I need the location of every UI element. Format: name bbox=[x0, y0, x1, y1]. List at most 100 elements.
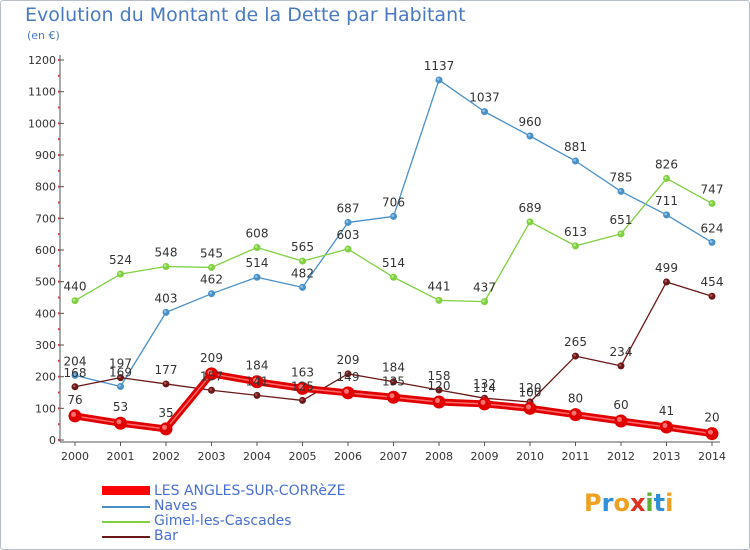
data-label: 265 bbox=[564, 335, 587, 349]
data-point-highlight bbox=[573, 353, 576, 357]
y-tick-label: 600 bbox=[35, 244, 56, 257]
data-label: 881 bbox=[564, 140, 587, 154]
data-label: 1137 bbox=[424, 59, 455, 73]
y-tick-label: 0 bbox=[49, 434, 56, 447]
data-point-highlight bbox=[436, 77, 440, 81]
data-label: 603 bbox=[337, 228, 360, 242]
logo-letter: P bbox=[584, 489, 602, 517]
y-axis-minor-tick bbox=[58, 217, 60, 220]
legend-label-bar: Bar bbox=[154, 528, 178, 544]
data-label: 689 bbox=[519, 201, 542, 215]
data-point-highlight bbox=[163, 381, 167, 385]
x-tick-label: 2007 bbox=[380, 450, 408, 463]
data-label: 624 bbox=[701, 221, 724, 235]
x-tick-label: 2003 bbox=[198, 450, 226, 463]
y-axis-minor-tick bbox=[58, 185, 60, 188]
x-tick-label: 2005 bbox=[289, 450, 317, 463]
data-label: 234 bbox=[610, 345, 633, 359]
y-tick-label: 1200 bbox=[28, 54, 56, 67]
data-point-highlight bbox=[345, 220, 349, 223]
y-axis-minor-tick bbox=[58, 312, 60, 315]
data-label: 1037 bbox=[469, 91, 500, 105]
x-tick-label: 2011 bbox=[562, 450, 590, 463]
chart-subtitle: (en €) bbox=[27, 29, 60, 42]
y-tick-label: 500 bbox=[35, 276, 56, 289]
data-point-highlight bbox=[118, 384, 121, 387]
legend-swatch-bar bbox=[102, 536, 150, 538]
data-label: 197 bbox=[109, 357, 132, 371]
data-label: 60 bbox=[613, 398, 628, 412]
data-label: 514 bbox=[382, 256, 405, 270]
data-point-highlight bbox=[436, 387, 440, 391]
data-point-highlight bbox=[254, 393, 258, 396]
data-point-highlight bbox=[664, 279, 667, 283]
y-tick-label: 800 bbox=[35, 181, 56, 194]
y-axis-minor-tick bbox=[58, 122, 60, 125]
data-point-highlight bbox=[709, 240, 713, 243]
data-point-highlight bbox=[300, 398, 304, 401]
logo-letter: i bbox=[645, 489, 654, 517]
data-label: 565 bbox=[291, 240, 314, 254]
legend-swatch-les-angles bbox=[102, 486, 150, 495]
data-point-highlight bbox=[527, 133, 531, 137]
data-label: 168 bbox=[64, 366, 87, 380]
data-point-highlight bbox=[573, 158, 576, 162]
y-axis-minor-tick bbox=[58, 328, 60, 331]
series-line-1 bbox=[74, 79, 713, 388]
data-label: 545 bbox=[200, 246, 223, 260]
data-label: 687 bbox=[337, 201, 360, 215]
logo-letter: x bbox=[629, 489, 646, 517]
y-tick-label: 200 bbox=[35, 371, 56, 384]
data-label: 135 bbox=[382, 374, 405, 388]
data-label: 608 bbox=[246, 226, 269, 240]
data-label: 141 bbox=[246, 374, 269, 388]
x-tick-label: 2000 bbox=[61, 450, 89, 463]
x-tick-label: 2001 bbox=[107, 450, 135, 463]
y-axis-minor-tick bbox=[58, 249, 60, 251]
y-axis-minor-tick bbox=[58, 344, 60, 346]
data-point-highlight bbox=[207, 369, 213, 375]
logo-letter: t bbox=[653, 489, 666, 517]
y-axis-minor-tick bbox=[58, 439, 60, 441]
y-axis-minor-tick bbox=[58, 201, 60, 204]
y-axis-minor-tick bbox=[58, 106, 60, 109]
x-tick-label: 2006 bbox=[334, 450, 362, 463]
data-label: 20 bbox=[704, 411, 719, 425]
y-axis-minor-tick bbox=[58, 74, 60, 77]
x-tick-label: 2014 bbox=[698, 450, 726, 463]
y-axis-minor-tick bbox=[58, 264, 60, 267]
y-tick-label: 1100 bbox=[28, 86, 56, 99]
data-label: 454 bbox=[701, 275, 724, 289]
data-point-highlight bbox=[298, 384, 304, 390]
data-point-highlight bbox=[389, 393, 395, 399]
data-point-highlight bbox=[72, 373, 76, 376]
data-point-highlight bbox=[482, 109, 486, 113]
data-label: 514 bbox=[246, 256, 269, 270]
x-tick-label: 2008 bbox=[425, 450, 453, 463]
data-point-highlight bbox=[209, 291, 212, 295]
data-label: 524 bbox=[109, 253, 132, 267]
data-label: 651 bbox=[610, 213, 633, 227]
data-label: 209 bbox=[337, 353, 360, 367]
data-label: 826 bbox=[655, 157, 678, 171]
data-label: 149 bbox=[337, 370, 360, 384]
data-point-highlight bbox=[708, 429, 713, 435]
legend-swatch-naves bbox=[102, 506, 150, 508]
data-point-highlight bbox=[209, 265, 212, 268]
data-point-highlight bbox=[391, 379, 395, 383]
data-point-highlight bbox=[300, 258, 304, 262]
y-axis-minor-tick bbox=[58, 296, 60, 299]
data-point-highlight bbox=[709, 294, 713, 297]
data-label: 132 bbox=[473, 377, 496, 391]
data-point-highlight bbox=[571, 410, 577, 416]
logo-letter: r bbox=[601, 489, 614, 517]
data-label: 548 bbox=[155, 245, 178, 259]
data-point-highlight bbox=[391, 275, 395, 278]
data-point-highlight bbox=[527, 219, 531, 223]
y-tick-label: 1000 bbox=[28, 117, 56, 130]
data-label: 120 bbox=[519, 381, 542, 395]
y-axis-minor-tick bbox=[58, 90, 60, 93]
data-point-highlight bbox=[254, 275, 258, 278]
data-label: 711 bbox=[655, 194, 678, 208]
